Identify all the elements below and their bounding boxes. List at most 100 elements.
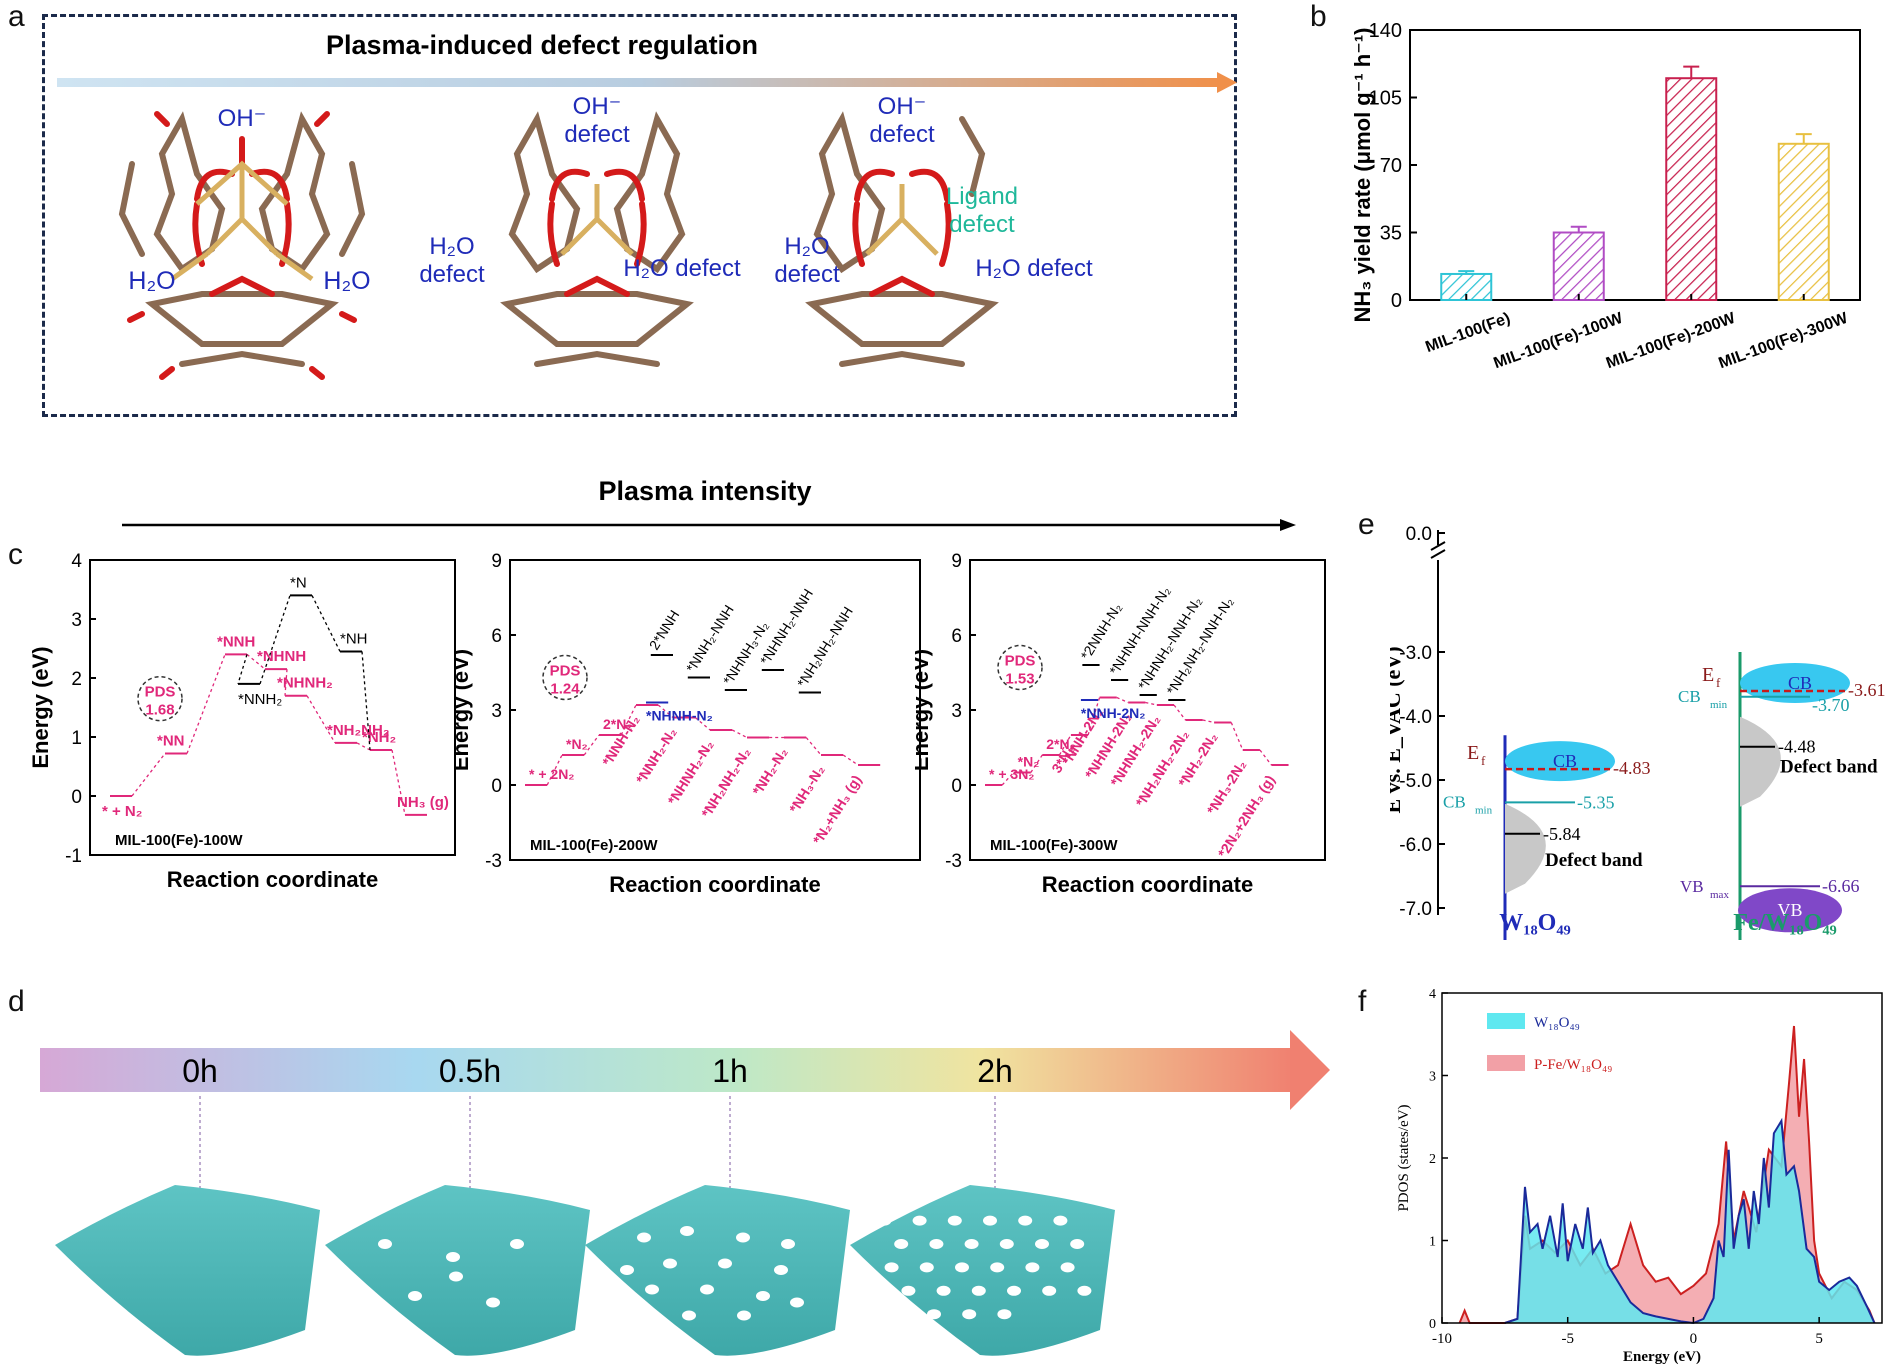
d-hole [756, 1291, 770, 1301]
time-gradient-arrow-head [1290, 1030, 1330, 1110]
gradient-arrow-head [1217, 72, 1237, 93]
mof-structure-1: OH⁻ H₂O H₂O [118, 105, 371, 380]
c-y-tick-label: 0 [491, 776, 502, 797]
c-level-label: *N₂ [1018, 754, 1040, 770]
d-hole [682, 1310, 696, 1321]
panel-label-e: e [1358, 508, 1375, 541]
e-ef-sub: f [1716, 675, 1721, 690]
e-ef-value: -3.61 [1848, 680, 1886, 700]
chart-f: PDOS (states/eV) Energy (eV) -10 -5 0 5 0 1 2 3 4 W… [1396, 987, 1883, 1365]
e-vb-text: VB [1777, 900, 1802, 920]
d-hole [997, 1309, 1012, 1320]
f-y-tick-label: 1 [1429, 1235, 1436, 1250]
h2o-right-label-3: H₂O defect [975, 255, 1093, 282]
f-y-tick-label: 3 [1429, 1070, 1436, 1085]
chart-c2: -3 0 3 6 9 Energy (eV) Reaction coordinate MIL-… [455, 551, 921, 897]
oh-label-1: OH⁻ [218, 105, 267, 132]
panel-label-f: f [1358, 985, 1367, 1018]
chart-b: NH₃ yield rate (μmol g⁻¹ h⁻¹) 0 35 70 105 14… [1350, 20, 1861, 372]
h2o-left-label-3: H₂O [784, 233, 829, 260]
d-hole [919, 1262, 934, 1273]
e-cb-text: CB [1788, 673, 1812, 693]
d-hole [894, 1239, 909, 1249]
c-x-axis-label: Reaction coordinate [609, 872, 820, 897]
d-hole [1053, 1215, 1068, 1226]
d-hole [1042, 1285, 1057, 1296]
c-blue-label: *NNH-2N₂ [1081, 705, 1146, 721]
d-hole [1077, 1285, 1092, 1296]
mof-structure-2: OH⁻ defect H₂O defect H₂O defect [419, 93, 741, 367]
c1-connector [246, 653, 266, 670]
c-y-tick-label: 6 [951, 626, 962, 647]
f-x-tick-label: -10 [1432, 1331, 1452, 1347]
c-y-tick-label: 0 [71, 787, 82, 808]
e-y-tick-label: -6.0 [1399, 835, 1432, 856]
d-hole [1035, 1239, 1049, 1249]
c-black-label: *NH₂NH₂-NNH [794, 604, 856, 690]
b-bar [1777, 142, 1830, 301]
c-connector [842, 754, 859, 766]
c1-connector [356, 742, 371, 751]
d-hole [510, 1239, 524, 1249]
c-y-tick-label: 3 [71, 610, 82, 631]
c-level-label: * + 2N₂ [529, 766, 575, 782]
c-connector [731, 729, 748, 739]
e-axis-break [1430, 541, 1446, 559]
c-pds-circle [542, 654, 588, 701]
c-y-tick-label: -1 [65, 846, 82, 867]
c-connector [1116, 696, 1129, 704]
c-pds-value: 1.53 [1005, 671, 1034, 688]
c1-level-label: *NH₂NH₂ [327, 722, 390, 739]
f-x-tick-label: -5 [1561, 1331, 1574, 1347]
f-legend-label: P-Fe/W₁₈O₄₉ [1534, 1057, 1612, 1073]
f-x-tick-label: 5 [1815, 1331, 1823, 1347]
e-cbmin-sub: min [1475, 804, 1493, 816]
d-hole [1007, 1285, 1021, 1296]
c-y-axis-label: Energy (eV) [30, 646, 53, 768]
c1-black-label: *N [290, 574, 307, 591]
d-hole [486, 1297, 500, 1308]
c1-connector [391, 749, 406, 816]
b-y-tick-label: 140 [1369, 20, 1402, 42]
chart-c3: -3 0 3 6 9 Energy (eV) Reaction coordinate MIL-… [915, 551, 1326, 897]
plasma-intensity-arrowhead [1280, 519, 1296, 531]
e-cbmin-sub: min [1710, 699, 1728, 711]
d-hole [936, 1285, 951, 1296]
c-connector [1202, 719, 1215, 724]
d-time-label: 0h [182, 1053, 218, 1089]
d-hole [962, 1309, 977, 1320]
c-pds-circle [137, 675, 183, 722]
e-y-tick-label: -7.0 [1399, 899, 1432, 920]
c-connector [1230, 722, 1244, 751]
d-hole [446, 1252, 460, 1262]
c-y-tick-label: 1 [71, 728, 82, 749]
c1-level-label: *NN [157, 733, 185, 750]
d-hole [964, 1239, 979, 1249]
chart-e: E vs. E_VAC (eV) 0.0 -3.0 -4.0 -5.0 -6.0 -7.0 -… [1390, 524, 1886, 940]
d-sheet [585, 1185, 850, 1356]
oh-defect-label-2: defect [564, 121, 630, 148]
c-y-tick-label: 2 [71, 669, 82, 690]
d-hole [947, 1215, 962, 1226]
c1-connector [284, 669, 288, 696]
f-legend-label: W₁₈O₄₉ [1534, 1015, 1580, 1031]
d-hole [1018, 1215, 1033, 1226]
f-y-axis-label: PDOS (states/eV) [1396, 1104, 1412, 1211]
panel-label-d: d [8, 985, 25, 1018]
c-black-label: 2*NNH [646, 607, 683, 652]
d-time-label: 2h [977, 1053, 1013, 1089]
e-defect-band-shape [1740, 716, 1781, 807]
e-cb-text: CB [1553, 751, 1577, 771]
e-cbmin-value: -3.70 [1812, 695, 1850, 715]
e-ef-label: E [1702, 664, 1714, 686]
d-sheet [55, 1185, 320, 1356]
e-y-tick-label: -4.0 [1399, 707, 1432, 728]
c-y-tick-label: 9 [951, 551, 962, 572]
c-pds-value: 1.24 [550, 681, 580, 698]
b-y-tick-label: 105 [1369, 88, 1402, 110]
d-hole [912, 1215, 927, 1226]
gradient-arrow-bar [57, 78, 1222, 87]
c-level-label: *N₂ [566, 736, 588, 752]
e-ef-value: -4.83 [1613, 758, 1651, 778]
c1-connector [131, 753, 166, 797]
